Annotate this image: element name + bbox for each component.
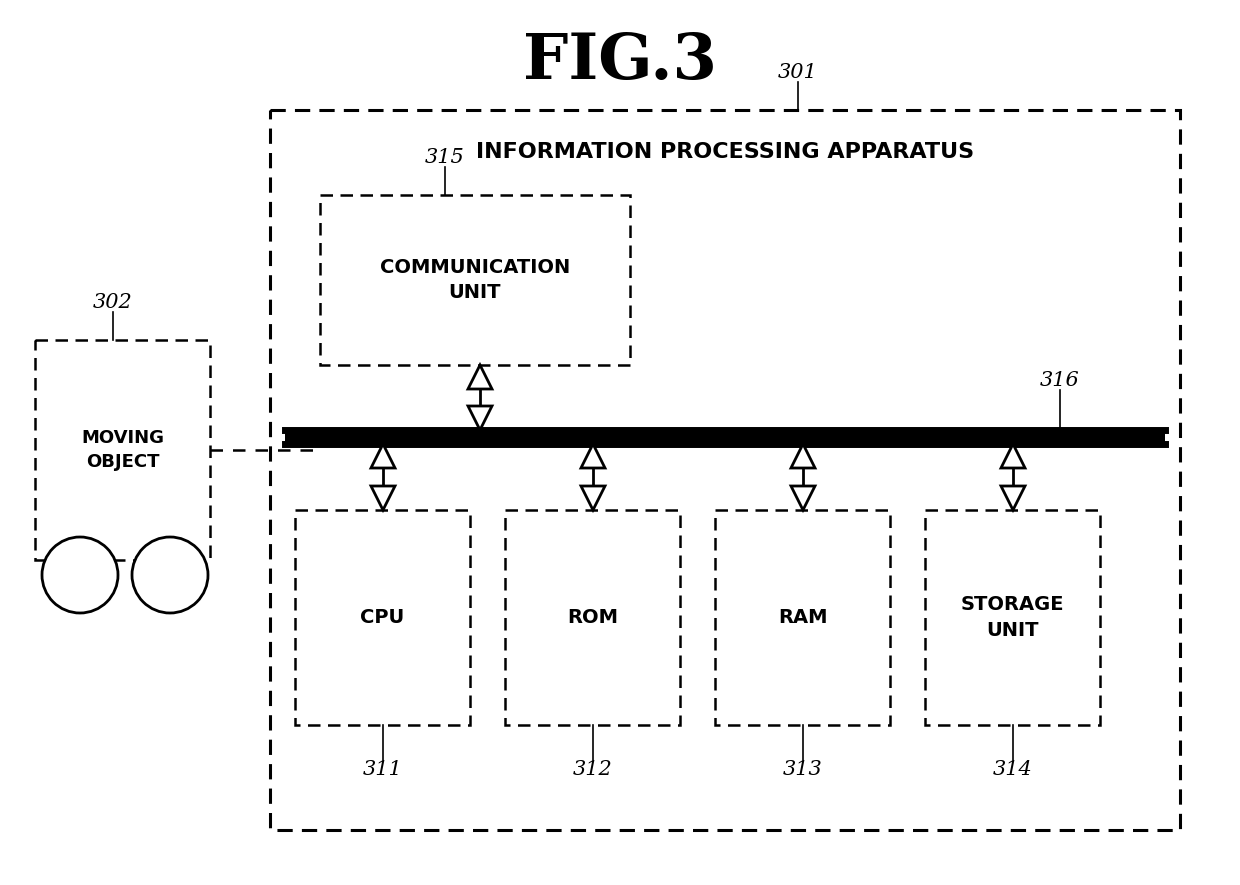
Polygon shape (1001, 444, 1025, 468)
Polygon shape (582, 486, 605, 510)
Text: 311: 311 (362, 760, 402, 779)
Polygon shape (371, 486, 396, 510)
Bar (925, 510, 1100, 725)
Text: RAM: RAM (777, 608, 827, 627)
Polygon shape (791, 444, 815, 468)
Polygon shape (1001, 486, 1025, 510)
Polygon shape (371, 444, 396, 468)
Text: 302: 302 (93, 293, 133, 312)
Text: 301: 301 (777, 63, 817, 82)
Polygon shape (467, 365, 492, 389)
Polygon shape (791, 486, 815, 510)
Circle shape (131, 537, 208, 613)
Polygon shape (467, 406, 492, 430)
Polygon shape (582, 444, 605, 468)
Text: INFORMATION PROCESSING APPARATUS: INFORMATION PROCESSING APPARATUS (476, 142, 975, 162)
Bar (285, 430, 1166, 444)
Text: 315: 315 (425, 148, 465, 167)
Text: 316: 316 (1040, 371, 1080, 390)
Bar (715, 510, 890, 725)
Bar (270, 110, 1180, 830)
Text: CPU: CPU (361, 608, 404, 627)
Text: 313: 313 (782, 760, 822, 779)
Bar (35, 340, 210, 560)
Text: 312: 312 (573, 760, 613, 779)
Text: MOVING
OBJECT: MOVING OBJECT (81, 429, 164, 471)
Text: STORAGE
UNIT: STORAGE UNIT (961, 596, 1064, 640)
Bar (320, 195, 630, 365)
Text: ROM: ROM (567, 608, 618, 627)
Text: COMMUNICATION
UNIT: COMMUNICATION UNIT (379, 258, 570, 302)
Circle shape (42, 537, 118, 613)
Bar (295, 510, 470, 725)
Text: 314: 314 (993, 760, 1033, 779)
Bar (505, 510, 680, 725)
Text: FIG.3: FIG.3 (523, 32, 717, 93)
